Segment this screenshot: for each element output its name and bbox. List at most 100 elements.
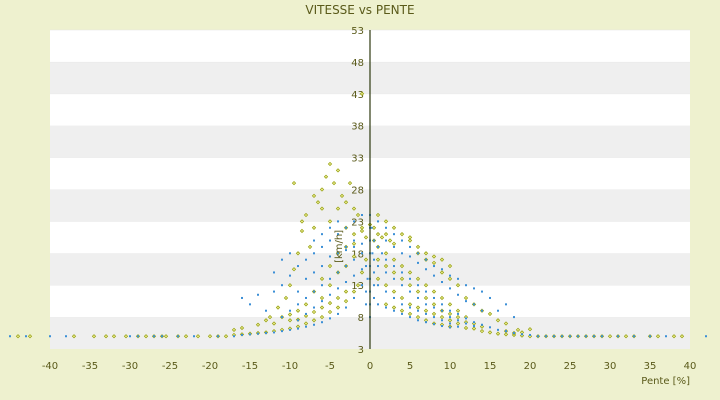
- data-point: [439, 314, 445, 320]
- data-point: [365, 303, 367, 306]
- data-point: [183, 334, 189, 339]
- data-point: [313, 323, 315, 326]
- data-point: [431, 311, 437, 317]
- data-point: [321, 245, 323, 248]
- data-point: [337, 271, 339, 274]
- data-point: [705, 335, 707, 338]
- data-point: [407, 302, 413, 307]
- data-point: [337, 220, 339, 223]
- data-point: [487, 330, 493, 335]
- x-tick-labels: -40 -35 -30 -25 -20 -15 -10 -5 0 5 10 15 20 25 30 35 40: [42, 361, 697, 372]
- data-point: [365, 290, 367, 293]
- data-point: [487, 311, 493, 317]
- data-point: [217, 335, 219, 338]
- data-point: [297, 319, 299, 322]
- data-point: [479, 324, 485, 329]
- data-point: [473, 321, 475, 324]
- data-point: [399, 295, 405, 301]
- data-point: [345, 306, 347, 309]
- data-point: [553, 335, 555, 338]
- data-point: [431, 302, 437, 307]
- data-point: [337, 312, 339, 315]
- data-point: [366, 277, 369, 280]
- data-point: [489, 296, 491, 299]
- data-point: [505, 330, 507, 333]
- data-point: [425, 312, 427, 315]
- data-point: [513, 332, 515, 335]
- data-point: [271, 321, 277, 326]
- data-point: [665, 335, 667, 338]
- data-point: [391, 241, 397, 246]
- y-tick-label: 18: [351, 249, 364, 260]
- data-point: [303, 321, 309, 326]
- data-point: [457, 319, 459, 322]
- data-point: [91, 334, 97, 339]
- data-point: [373, 271, 375, 274]
- data-point: [345, 226, 347, 229]
- data-point: [537, 335, 539, 338]
- data-point: [289, 252, 291, 255]
- data-point: [321, 284, 323, 287]
- data-point: [425, 290, 427, 293]
- data-point: [407, 235, 413, 240]
- data-point: [163, 334, 169, 339]
- y-tick-label: 53: [351, 26, 364, 37]
- data-point: [363, 235, 369, 240]
- data-point: [649, 335, 651, 338]
- data-point: [111, 334, 117, 339]
- data-point: [319, 206, 325, 211]
- data-point: [373, 296, 375, 299]
- y-tick-label: 43: [351, 90, 364, 101]
- data-point: [407, 311, 413, 317]
- data-point: [415, 314, 421, 320]
- data-point: [289, 328, 291, 331]
- data-point: [297, 290, 299, 293]
- data-point: [329, 277, 331, 280]
- data-point: [447, 311, 453, 317]
- data-point: [103, 334, 109, 339]
- data-point: [463, 295, 469, 301]
- data-point: [370, 226, 373, 229]
- data-point: [479, 328, 485, 334]
- data-point: [401, 312, 403, 315]
- data-point: [441, 325, 443, 328]
- data-point: [361, 252, 363, 255]
- data-point: [345, 265, 347, 268]
- data-point: [273, 290, 275, 293]
- data-point: [497, 309, 499, 312]
- data-point: [593, 335, 595, 338]
- x-tick-label: -25: [162, 361, 178, 372]
- data-point: [449, 287, 451, 290]
- data-point: [143, 334, 149, 339]
- data-points: [9, 91, 707, 339]
- data-point: [319, 276, 325, 281]
- data-point: [177, 335, 179, 338]
- data-point: [455, 283, 461, 288]
- data-point: [335, 305, 341, 310]
- data-point: [409, 316, 411, 319]
- data-point: [343, 298, 349, 304]
- y-tick-label: 28: [351, 186, 364, 197]
- data-point: [123, 334, 129, 339]
- x-tick-label: -15: [242, 361, 258, 372]
- data-point: [305, 312, 307, 315]
- data-point: [153, 335, 155, 338]
- data-point: [449, 309, 451, 312]
- data-point: [527, 327, 533, 332]
- data-point: [505, 303, 507, 306]
- data-point: [383, 283, 389, 288]
- data-point: [339, 193, 345, 199]
- data-point: [287, 318, 293, 323]
- data-point: [471, 326, 477, 331]
- data-point: [385, 258, 387, 261]
- data-point: [607, 334, 613, 339]
- data-point: [415, 289, 421, 294]
- data-point: [465, 300, 467, 303]
- data-point: [353, 239, 355, 242]
- data-point: [313, 306, 315, 309]
- x-tick-label: 15: [484, 361, 497, 372]
- data-point: [231, 327, 237, 333]
- data-point: [447, 318, 453, 323]
- data-point: [497, 328, 499, 331]
